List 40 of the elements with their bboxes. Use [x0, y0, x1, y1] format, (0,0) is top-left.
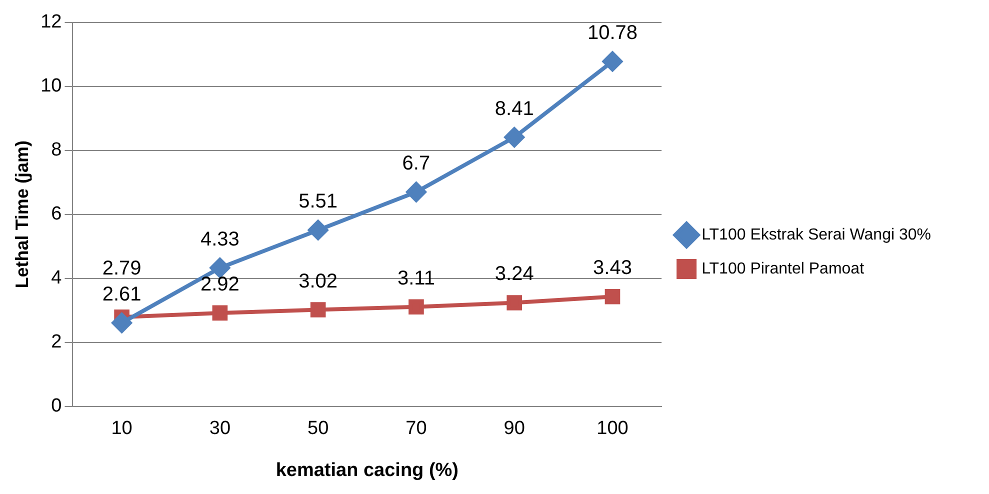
y-tick-label: 10 [40, 76, 62, 97]
data-label: 3.43 [593, 257, 632, 280]
x-tick-label: 100 [596, 418, 628, 440]
x-tick-label: 50 [308, 418, 329, 440]
y-tick-label: 12 [40, 12, 62, 33]
data-label: 2.61 [102, 283, 142, 306]
data-label: 10.78 [587, 22, 638, 44]
point [504, 127, 524, 148]
y-tick-label: 6 [51, 204, 62, 225]
point [406, 182, 426, 202]
legend-label: LT100 Pirantel Pamoat [702, 260, 865, 278]
point [506, 295, 522, 310]
data-label: 8.41 [494, 98, 534, 120]
y-tick-label: 8 [51, 140, 62, 161]
x-tick-label: 10 [111, 418, 132, 440]
data-label: 4.33 [200, 228, 240, 250]
y-tick-label: 0 [51, 396, 62, 417]
data-label: 5.51 [298, 190, 338, 213]
data-label: 3.02 [298, 270, 338, 292]
y-axis-title: Lethal Time (jam) [12, 140, 32, 288]
legend-label: LT100 Ekstrak Serai Wangi 30% [702, 226, 931, 244]
point [604, 288, 620, 304]
point [602, 51, 622, 72]
data-label: 2.92 [200, 273, 240, 296]
y-tick-label: 4 [51, 268, 62, 289]
point [112, 312, 132, 333]
x-tick-label: 70 [406, 418, 427, 440]
point [212, 305, 228, 321]
x-tick-label: 90 [504, 418, 525, 440]
point [210, 258, 230, 278]
x-tick-label: 30 [209, 418, 231, 440]
y-tick-label: 2 [51, 332, 62, 353]
data-label: 6.7 [402, 152, 430, 175]
point [308, 220, 328, 240]
data-label: 2.79 [102, 257, 142, 280]
x-axis-title: kematian cacing (%) [276, 460, 458, 481]
point [408, 299, 424, 315]
point [310, 302, 326, 318]
data-label: 3.24 [494, 263, 534, 286]
data-label: 3.11 [397, 267, 435, 290]
